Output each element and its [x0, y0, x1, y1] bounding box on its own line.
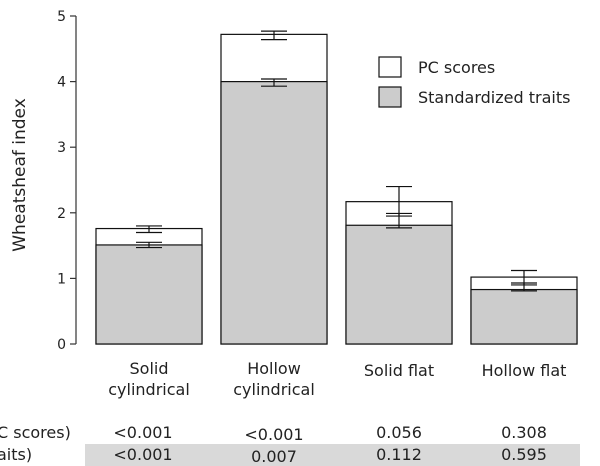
legend-swatch-standardized-traits	[378, 86, 402, 108]
table-cell-value: 0.112	[376, 445, 422, 464]
legend-label-standardized-traits: Standardized traits	[418, 88, 570, 107]
bar-standardized-traits	[95, 244, 203, 345]
table-cell-value: 0.308	[501, 423, 547, 442]
y-tick-label: 0	[57, 337, 66, 353]
bar-standardized-traits	[220, 80, 328, 345]
legend-swatch-pc-scores	[378, 56, 402, 78]
bars	[95, 33, 578, 345]
y-tick-label: 4	[57, 75, 66, 91]
bar-standardized-traits	[345, 224, 453, 345]
legend: PC scores Standardized traits	[378, 56, 570, 108]
table-row-label: C scores)	[0, 423, 71, 442]
table-row-shade	[85, 444, 580, 466]
legend-label-pc-scores: PC scores	[418, 58, 495, 77]
category-label: cylindrical	[108, 380, 190, 399]
table-cell-value: 0.595	[501, 445, 547, 464]
error-bars	[136, 30, 537, 292]
table-cell-value: <0.001	[244, 425, 303, 444]
category-label: Solid	[130, 359, 169, 378]
p-value-table: C scores) <0.001 <0.001 0.056 0.308 aits) <0.0…	[0, 423, 580, 466]
category-label: Hollow flat	[482, 361, 567, 380]
y-tick-label: 5	[57, 9, 66, 25]
table-cell-value: 0.007	[251, 447, 297, 466]
category-label: Hollow	[247, 359, 301, 378]
table-row-label: aits)	[0, 445, 32, 464]
y-tick-label: 2	[57, 206, 66, 222]
y-tick-label: 3	[57, 140, 66, 156]
y-axis-label: Wheatsheaf index	[10, 98, 30, 252]
category-labels: Solid cylindrical Hollow cylindrical Solid f…	[108, 359, 566, 399]
y-axis: 0 1 2 3 4 5	[57, 9, 77, 353]
category-label: Solid flat	[364, 361, 434, 380]
y-tick-label: 1	[57, 271, 66, 287]
table-cell-value: <0.001	[113, 445, 172, 464]
bar-standardized-traits	[470, 288, 578, 345]
table-cell-value: <0.001	[113, 423, 172, 442]
category-label: cylindrical	[233, 380, 315, 399]
table-cell-value: 0.056	[376, 423, 422, 442]
